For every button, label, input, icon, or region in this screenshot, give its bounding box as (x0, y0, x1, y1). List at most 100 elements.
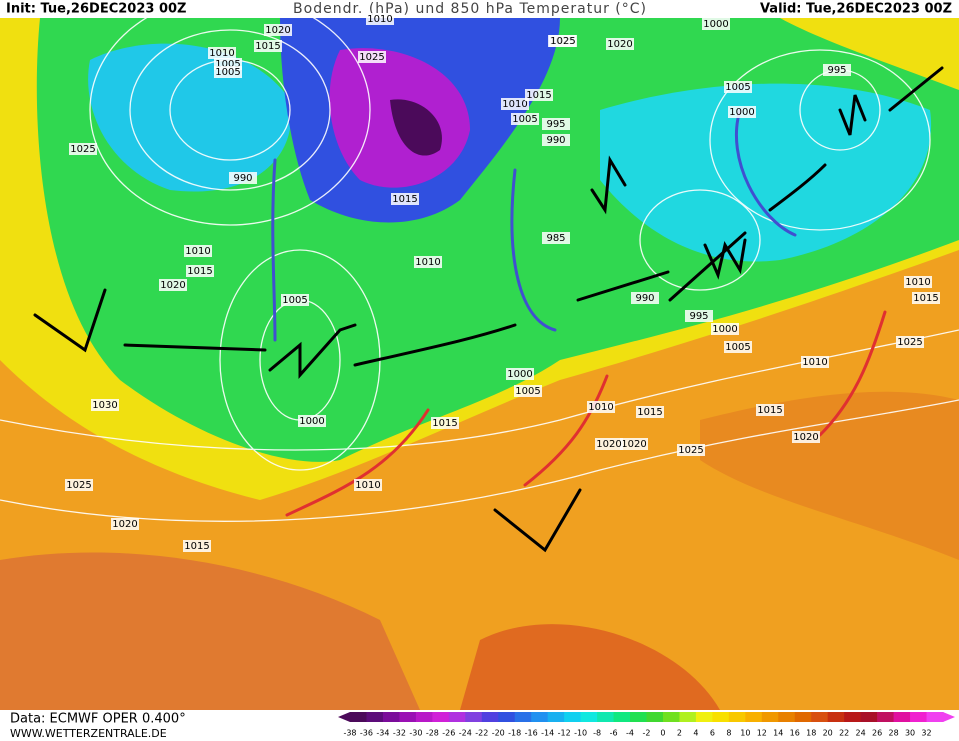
legend-swatch (613, 712, 631, 722)
legend-swatch (382, 712, 400, 722)
isobar-label-bg (724, 341, 752, 353)
isobar-label-bg (542, 118, 570, 130)
legend-swatch (366, 712, 384, 722)
isobar-label: 1025 (359, 52, 384, 63)
isobar-label: 1025 (678, 445, 703, 456)
legend-tick-label: -18 (508, 729, 521, 738)
legend-tick-label: 24 (856, 729, 866, 738)
isobar-label-bg (208, 47, 236, 59)
legend-swatch (399, 712, 417, 722)
valid-label: Valid: Tue,26DEC2023 00Z (760, 2, 952, 17)
isobar-label-bg (801, 356, 829, 368)
legend-swatch (910, 712, 928, 722)
isobar-label: 1005 (215, 67, 240, 78)
legend-tick-label: 26 (872, 729, 882, 738)
isobar-label-bg (186, 265, 214, 277)
legend-swatch (646, 712, 664, 722)
isobar-label: 1030 (92, 400, 117, 411)
legend-swatch (745, 712, 763, 722)
isobar-label-bg (214, 66, 242, 78)
legend-swatch (844, 712, 862, 722)
legend-swatch (811, 712, 829, 722)
isobar-label: 1010 (185, 246, 210, 257)
isobar-label: 995 (827, 65, 846, 76)
legend-swatch (728, 712, 746, 722)
legend-swatch (893, 712, 911, 722)
legend-tick-label: 8 (726, 729, 731, 738)
isobar-label-bg (792, 431, 820, 443)
legend-swatch (926, 712, 944, 722)
isobar-label: 1005 (512, 114, 537, 125)
legend-tick-label: -2 (643, 729, 651, 738)
isobar-label: 985 (546, 233, 565, 244)
legend-swatch (415, 712, 433, 722)
legend-swatch (712, 712, 730, 722)
legend-tick-label: 18 (806, 729, 816, 738)
isobar-label-bg (184, 245, 212, 257)
isobar-label-bg (702, 18, 730, 30)
legend-tick-label: -34 (376, 729, 389, 738)
isobar-label-bg (823, 64, 851, 76)
data-source: Data: ECMWF OPER 0.400° (10, 712, 186, 727)
legend-tick-label: 0 (660, 729, 665, 738)
isobar-label: 990 (635, 293, 654, 304)
isobar-label-bg (631, 292, 659, 304)
warm-region (460, 624, 720, 710)
isobar-label: 1010 (802, 357, 827, 368)
legend-tick-label: 20 (823, 729, 833, 738)
isobar-label: 1015 (526, 90, 551, 101)
legend-arrow-high (943, 712, 955, 722)
isobar-label-bg (514, 385, 542, 397)
legend-tick-label: -22 (475, 729, 488, 738)
legend-tick-label: -16 (525, 729, 538, 738)
legend-swatch (630, 712, 647, 722)
legend-tick-label: 10 (740, 729, 750, 738)
isobar-label: 1010 (502, 99, 527, 110)
isobar-label: 1005 (725, 82, 750, 93)
isobar-label: 1010 (905, 277, 930, 288)
isobar-label-bg (595, 438, 623, 450)
legend-swatch (564, 712, 582, 722)
isobar-label: 1010 (355, 480, 380, 491)
legend-tick-label: -28 (426, 729, 439, 738)
init-label: Init: Tue,26DEC2023 00Z (6, 2, 186, 17)
legend-tick-label: -14 (541, 729, 554, 738)
isobar-label: 1020 (265, 25, 290, 36)
legend-tick-label: 22 (839, 729, 849, 738)
isobar-label: 1005 (282, 295, 307, 306)
isobar-label-bg (904, 276, 932, 288)
isobar-label: 1000 (712, 324, 737, 335)
legend-tick-label: -24 (459, 729, 472, 738)
legend-tick-label: -8 (593, 729, 601, 738)
isobar-label-bg (636, 406, 664, 418)
legend-tick-label: -12 (558, 729, 571, 738)
legend-swatch (531, 712, 549, 722)
legend-swatch (448, 712, 466, 722)
isobar-label-bg (542, 232, 570, 244)
legend-swatch (432, 712, 450, 722)
legend-swatch (679, 712, 697, 722)
isobar-label: 1015 (187, 266, 212, 277)
isobar-label: 1015 (432, 418, 457, 429)
legend-tick-label: 32 (921, 729, 931, 738)
isobar-label-bg (728, 106, 756, 118)
isobar-label-bg (511, 113, 539, 125)
legend-tick-label: -4 (626, 729, 634, 738)
isobar-label: 1015 (184, 541, 209, 552)
isobar-label: 1025 (70, 144, 95, 155)
isobar-label: 1010 (415, 257, 440, 268)
legend-tick-label: 12 (757, 729, 767, 738)
isobar-label-bg (183, 540, 211, 552)
legend-swatch (547, 712, 565, 722)
isobar-label: 1020 (112, 519, 137, 530)
isobar-label-bg (549, 35, 577, 47)
legend-swatch (695, 712, 713, 722)
isobar-label: 995 (546, 119, 565, 130)
isobar-label-bg (525, 89, 553, 101)
legend-tick-label: 30 (905, 729, 915, 738)
legend-swatch (481, 712, 499, 722)
isobar-label: 1015 (255, 41, 280, 52)
isobar-label: 1000 (507, 369, 532, 380)
isobar-label: 1015 (913, 293, 938, 304)
